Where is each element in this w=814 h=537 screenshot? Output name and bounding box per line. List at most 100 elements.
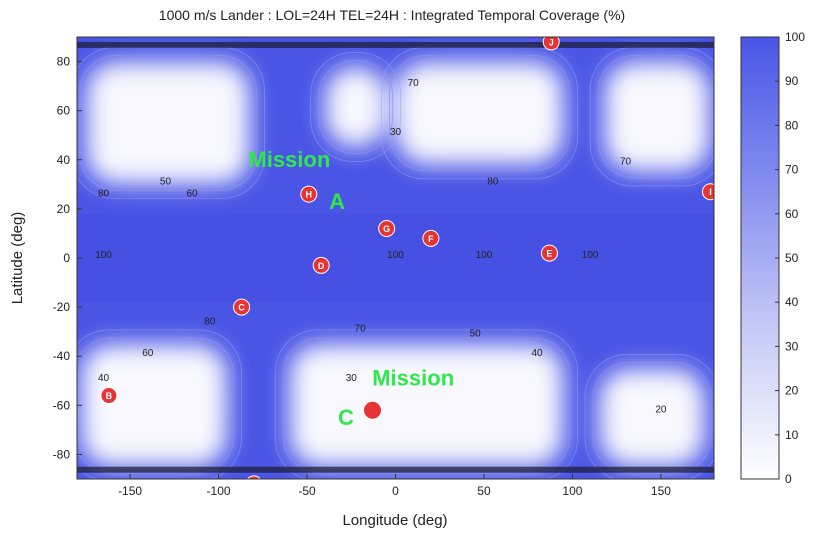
x-tick-label: 50: [477, 484, 491, 498]
low-coverage-region: [395, 61, 564, 165]
site-dot: [312, 256, 330, 274]
contour-label: 30: [390, 127, 402, 138]
north-polar-edge: [77, 41, 714, 48]
x-tick-label: -150: [118, 484, 142, 498]
site-marker: C: [233, 298, 251, 316]
x-axis-label: Longitude (deg): [342, 512, 447, 529]
site-marker: [362, 400, 382, 420]
colorbar-tick-label: 80: [785, 118, 799, 132]
y-tick-label: 0: [63, 251, 70, 265]
site-label: C: [238, 303, 245, 313]
contour-label: 40: [531, 348, 543, 359]
contour-label: 100: [582, 250, 599, 261]
site-label: F: [428, 234, 434, 244]
site-label: J: [549, 37, 554, 47]
x-tick-label: -50: [298, 484, 316, 498]
site-marker: H: [300, 185, 318, 203]
site-dot: [378, 220, 396, 238]
low-coverage-region: [598, 368, 706, 467]
colorbar-tick-label: 40: [785, 295, 799, 309]
contour-label: 80: [98, 189, 110, 200]
site-dot: [300, 185, 318, 203]
contour-label: 40: [98, 373, 110, 384]
colorbar-tick-label: 60: [785, 207, 799, 221]
site-marker: D: [312, 256, 330, 274]
y-tick-label: -20: [53, 300, 71, 314]
contour-label: 70: [355, 324, 367, 335]
site-dot: [362, 400, 382, 420]
mission-annotation: C: [338, 405, 354, 430]
colorbar-tick-label: 0: [785, 472, 792, 486]
mission-annotation: Mission: [248, 147, 330, 172]
low-coverage-region: [604, 61, 711, 173]
y-tick-label: 80: [57, 55, 71, 69]
chart-title: 1000 m/s Lander : LOL=24H TEL=24H : Inte…: [159, 7, 625, 23]
y-tick-label: -60: [53, 398, 71, 412]
low-coverage-region: [324, 66, 387, 148]
plot-area: 100 100 100 100 50 60 80 80 70 80 60 70 50 40 40 30 20 30…: [77, 37, 714, 489]
contour-label: 100: [476, 250, 493, 261]
y-tick-label: 40: [57, 153, 71, 167]
contour-label: 80: [487, 176, 499, 187]
site-label: G: [383, 224, 390, 234]
site-label: B: [106, 391, 113, 401]
site-marker: B: [100, 387, 118, 405]
contour-line: [274, 329, 579, 479]
site-label: E: [546, 249, 552, 259]
low-coverage-layer: [80, 61, 711, 467]
contour-line: [584, 354, 714, 479]
axes: -150 -100 -50 0 50 100 150 80 60 40 20 0 -20 -40 -60 -8…: [53, 55, 672, 498]
contour-label: 50: [160, 176, 172, 187]
x-tick-label: 0: [392, 484, 399, 498]
equatorial-band: [77, 213, 714, 303]
y-tick-label: -40: [53, 349, 71, 363]
site-marker: A: [247, 475, 261, 489]
contour-label: 20: [655, 405, 667, 416]
mission-annotation: A: [329, 189, 345, 214]
contour-label: 30: [346, 373, 358, 384]
site-label: A: [251, 479, 258, 489]
site-label: H: [306, 190, 313, 200]
site-label: D: [318, 261, 325, 271]
site-dot: [542, 37, 560, 51]
contour-label: 80: [204, 316, 216, 327]
colorbar: [740, 36, 780, 480]
x-tick-label: 100: [562, 484, 582, 498]
colorbar-tick-label: 20: [785, 384, 799, 398]
y-axis-label: Latitude (deg): [9, 212, 26, 305]
site-marker: J: [542, 37, 560, 51]
contour-line: [77, 329, 242, 479]
site-marker: G: [378, 220, 396, 238]
colorbar-tick-label: 100: [785, 30, 805, 44]
colorbar-tick-label: 30: [785, 339, 799, 353]
contour-line: [79, 55, 257, 191]
site-label: I: [709, 187, 712, 197]
colorbar-tick-label: 70: [785, 163, 799, 177]
contour-line: [318, 59, 394, 154]
mission-annotation: Mission: [372, 366, 454, 391]
y-tick-label: 60: [57, 104, 71, 118]
site-dot: [247, 475, 261, 479]
y-tick-label: -80: [53, 447, 71, 461]
contour-line: [597, 55, 714, 179]
contour-label: 60: [142, 348, 154, 359]
contour-label: 50: [470, 329, 482, 340]
site-dot: [701, 183, 714, 201]
site-marker: E: [540, 244, 558, 262]
contour-label: 100: [387, 250, 404, 261]
colorbar-tick-label: 10: [785, 428, 799, 442]
contour-label: 60: [186, 189, 198, 200]
low-coverage-region: [85, 61, 251, 185]
site-marker: F: [422, 229, 440, 247]
site-dot: [540, 244, 558, 262]
x-tick-label: -100: [207, 484, 231, 498]
low-coverage-region: [80, 343, 228, 467]
contour-label: 70: [408, 78, 420, 89]
colorbar-tick-label: 90: [785, 74, 799, 88]
site-dot: [233, 298, 251, 316]
colorbar-tick-label: 50: [785, 251, 799, 265]
site-dot: [422, 229, 440, 247]
low-coverage-region: [289, 343, 564, 467]
